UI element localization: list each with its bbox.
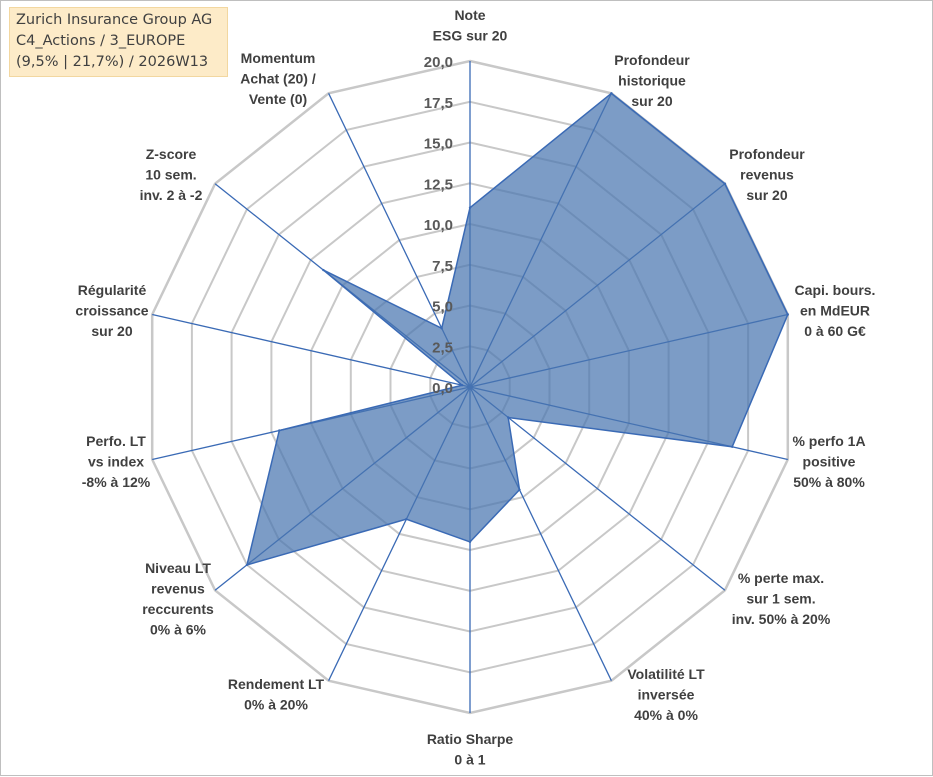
- axis-label-line: Rendement LT: [228, 676, 325, 692]
- axis-label-line: en MdEUR: [800, 303, 870, 319]
- axis-label-line: % perte max.: [738, 570, 824, 586]
- axis-labels: Note ESG sur 20 Profondeur historique sur 20…: [75, 7, 875, 768]
- data-point: [440, 327, 443, 330]
- tick-label: 15,0: [424, 136, 453, 153]
- tick-label: 12,5: [424, 176, 453, 193]
- data-point: [278, 429, 281, 432]
- info-stats: (9,5% | 21,7%) / 2026W13: [16, 54, 209, 70]
- axis-label: Volatilité LT inversée 40% à 0%: [627, 666, 705, 723]
- axis-label: % perte max. sur 1 sem. inv. 50% à 20%: [732, 570, 831, 627]
- data-point: [468, 206, 472, 209]
- radar-spoke: [469, 386, 726, 591]
- info-box: Zurich Insurance Group AG C4_Actions / 3…: [9, 7, 228, 77]
- tick-label: 2,5: [432, 339, 453, 356]
- axis-label: Ratio Sharpe 0 à 1: [427, 731, 514, 768]
- axis-label-line: Vente (0): [249, 91, 307, 107]
- axis-label-line: vs index: [88, 454, 144, 470]
- data-point: [245, 563, 249, 567]
- axis-label-line: 10 sem.: [145, 167, 196, 183]
- data-point: [786, 313, 789, 316]
- axis-label-line: sur 20: [746, 187, 787, 203]
- axis-label-line: 50% à 80%: [793, 474, 865, 490]
- axis-label-line: revenus: [740, 167, 794, 183]
- axis-label-line: 0 à 1: [454, 752, 485, 768]
- axis-label: Régularité croissance sur 20: [75, 282, 148, 339]
- axis-label-line: Capi. bours.: [795, 282, 876, 298]
- axis-label-line: inv. 50% à 20%: [732, 611, 831, 627]
- tick-label: 0,0: [432, 380, 453, 397]
- axis-label: Note ESG sur 20: [433, 7, 508, 44]
- axis-label-line: Ratio Sharpe: [427, 731, 514, 747]
- data-series-area: [245, 92, 789, 566]
- axis-label: Z-score 10 sem. inv. 2 à -2: [140, 146, 203, 203]
- data-point: [723, 182, 727, 185]
- radial-tick-labels: 0,0 2,5 5,0 7,5 10,0 12,5 15,0 17,5 20,0: [424, 54, 453, 397]
- axis-label-line: inversée: [638, 687, 695, 703]
- axis-label-line: inv. 2 à -2: [140, 187, 203, 203]
- axis-label-line: revenus: [151, 581, 205, 597]
- axis-label-line: 0 à 60 G€: [804, 323, 866, 339]
- axis-label-line: sur 20: [91, 323, 132, 339]
- info-category: C4_Actions / 3_EUROPE: [16, 33, 186, 49]
- axis-label-line: 0% à 6%: [150, 622, 207, 638]
- axis-label-line: Z-score: [146, 146, 197, 162]
- axis-label-line: ESG sur 20: [433, 28, 508, 44]
- data-point: [405, 518, 408, 521]
- axis-label-line: sur 1 sem.: [746, 591, 815, 607]
- info-company-name: Zurich Insurance Group AG: [16, 12, 213, 28]
- axis-label-line: Perfo. LT: [86, 433, 146, 449]
- radar-spoke: [152, 313, 471, 388]
- axis-label-line: Profondeur: [614, 52, 690, 68]
- tick-label: 20,0: [424, 54, 453, 71]
- axis-label-line: Note: [454, 7, 485, 23]
- axis-label-line: Momentum: [241, 50, 316, 66]
- axis-label-line: Volatilité LT: [627, 666, 705, 682]
- axis-label: Profondeur historique sur 20: [614, 52, 690, 109]
- data-point: [468, 540, 472, 544]
- axis-label-line: -8% à 12%: [82, 474, 151, 490]
- axis-label-line: Niveau LT: [145, 560, 211, 576]
- axis-label: Niveau LT revenus reccurents 0% à 6%: [142, 560, 214, 638]
- tick-label: 5,0: [432, 299, 453, 316]
- axis-label: Profondeur revenus sur 20: [729, 146, 805, 203]
- axis-label-line: % perfo 1A: [792, 433, 865, 449]
- tick-label: 7,5: [432, 258, 453, 275]
- data-point: [518, 488, 521, 491]
- data-point: [731, 445, 734, 448]
- axis-label: Perfo. LT vs index -8% à 12%: [82, 433, 151, 490]
- axis-label-line: 0% à 20%: [244, 697, 308, 713]
- axis-label-line: Profondeur: [729, 146, 805, 162]
- axis-label: Rendement LT 0% à 20%: [228, 676, 325, 713]
- data-point: [610, 92, 613, 95]
- axis-label-line: croissance: [75, 303, 148, 319]
- axis-label-line: sur 20: [631, 93, 672, 109]
- axis-label-line: positive: [803, 454, 856, 470]
- axis-label-line: historique: [618, 73, 686, 89]
- axis-label: % perfo 1A positive 50% à 80%: [792, 433, 865, 490]
- tick-label: 17,5: [424, 95, 453, 112]
- data-point: [460, 384, 464, 387]
- axis-label-line: Régularité: [78, 282, 147, 298]
- radar-series: [245, 92, 789, 567]
- axis-label-line: Achat (20) /: [240, 71, 316, 87]
- data-point: [322, 268, 325, 272]
- axis-label-line: 40% à 0%: [634, 707, 698, 723]
- axis-label-line: reccurents: [142, 601, 214, 617]
- tick-label: 10,0: [424, 217, 453, 234]
- axis-label: Momentum Achat (20) / Vente (0): [240, 50, 316, 107]
- data-point: [507, 416, 510, 419]
- axis-label: Capi. bours. en MdEUR 0 à 60 G€: [795, 282, 876, 339]
